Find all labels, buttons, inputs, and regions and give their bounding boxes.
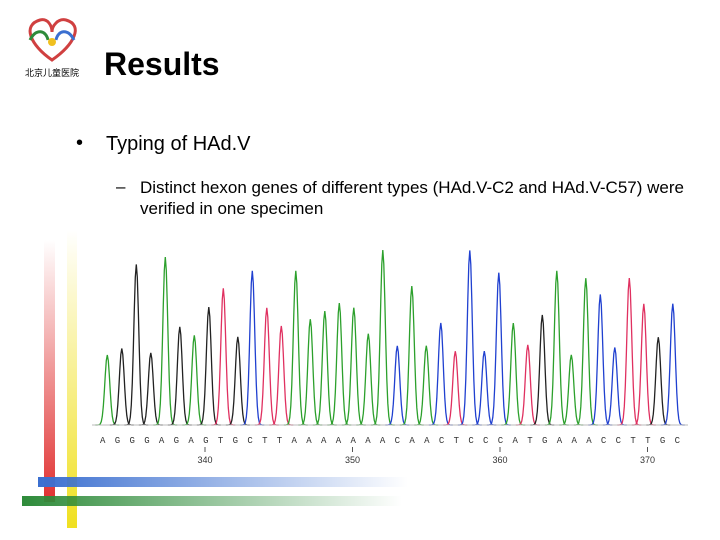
peak xyxy=(153,257,178,426)
red-bar xyxy=(44,240,55,502)
peaks xyxy=(92,249,688,426)
position-label: 370 xyxy=(640,455,655,465)
peak xyxy=(327,303,352,426)
logo-text: 北京儿童医院 xyxy=(25,67,79,79)
sub-bullet-marker: – xyxy=(116,177,126,196)
bullet-marker: • xyxy=(76,132,84,154)
peak xyxy=(617,278,642,426)
peak xyxy=(341,307,366,426)
position-label: 360 xyxy=(492,455,507,465)
peak xyxy=(196,307,221,426)
position-label: 340 xyxy=(197,455,212,465)
bullet: Typing of HAd.V xyxy=(106,133,251,155)
peak xyxy=(631,303,656,426)
peak xyxy=(486,272,511,426)
peak xyxy=(588,294,613,426)
peak xyxy=(544,270,569,426)
peak xyxy=(399,286,424,426)
green-bar xyxy=(22,496,402,506)
peak xyxy=(240,270,265,426)
title: Results xyxy=(104,46,220,82)
chromatogram-panel xyxy=(90,240,690,470)
peak xyxy=(211,288,236,426)
blue-bar xyxy=(38,477,408,487)
peak xyxy=(370,249,395,426)
yellow-bar xyxy=(67,230,77,528)
peak xyxy=(573,278,598,426)
sub-bullet: Distinct hexon genes of different types … xyxy=(140,178,684,218)
position-label: 350 xyxy=(345,455,360,465)
peak xyxy=(254,307,279,426)
peak xyxy=(283,270,308,426)
peak xyxy=(312,311,337,426)
positions: 340 350 360 370 xyxy=(197,447,655,465)
logo: 北京儿童医院 xyxy=(25,18,79,79)
peak xyxy=(660,303,685,426)
